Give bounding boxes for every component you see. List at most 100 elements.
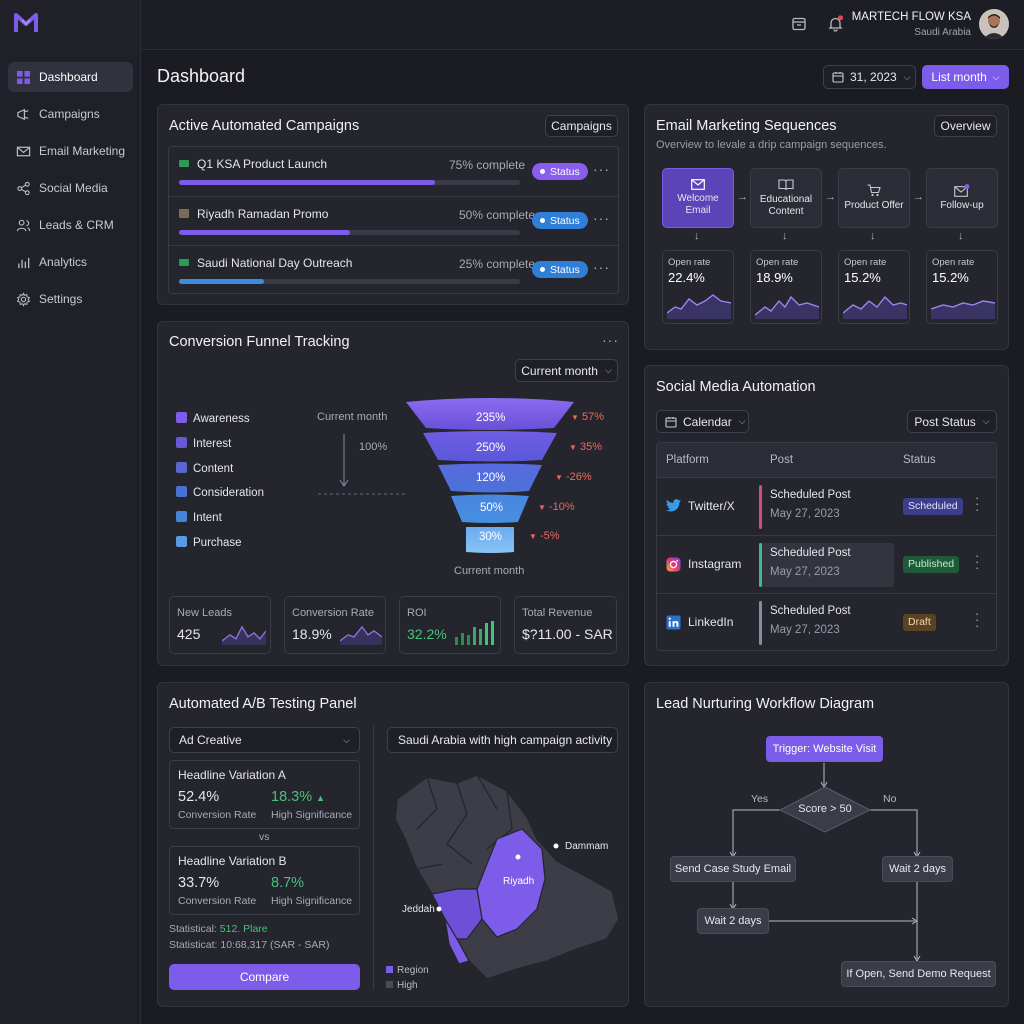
- progress-bar: [179, 279, 520, 284]
- sequence-step-welcome[interactable]: Welcome Email: [662, 168, 734, 228]
- table-row[interactable]: Instagram Scheduled Post May 27, 2023 Pu…: [657, 535, 996, 593]
- map-region-south[interactable]: [444, 918, 470, 965]
- funnel-change: ▼ -10%: [538, 501, 575, 513]
- card-title: Lead Nurturing Workflow Diagram: [656, 696, 875, 712]
- legend-item[interactable]: Content: [176, 457, 264, 482]
- funnel-period-select[interactable]: Current month ⌵: [515, 359, 618, 382]
- workflow-connectors: [729, 763, 921, 962]
- more-icon[interactable]: ···: [593, 210, 610, 226]
- table-header: Platform Post Status: [657, 443, 996, 477]
- period-select[interactable]: List month ⌵: [922, 65, 1009, 89]
- arrow-down-icon: ↓: [870, 230, 876, 242]
- more-icon[interactable]: ···: [602, 332, 619, 348]
- wait-node-right[interactable]: Wait 2 days: [882, 856, 953, 882]
- sidebar-item-dashboard[interactable]: Dashboard: [8, 62, 133, 92]
- campaign-row[interactable]: Saudi National Day Outreach 25% complete…: [169, 246, 618, 295]
- legend-item[interactable]: Intent: [176, 506, 264, 531]
- sidebar-item-analytics[interactable]: Analytics: [8, 247, 133, 277]
- rate-value: 22.4%: [668, 270, 705, 285]
- post-title: Scheduled Post: [770, 489, 851, 501]
- overview-button[interactable]: Overview: [934, 115, 997, 137]
- status-badge[interactable]: Draft: [903, 614, 936, 631]
- post-title: Scheduled Post: [770, 547, 851, 559]
- more-vertical-icon[interactable]: · · ·: [975, 606, 980, 633]
- progress-bar: [179, 230, 520, 235]
- legend-label: Intent: [193, 512, 222, 525]
- avatar[interactable]: [979, 9, 1009, 39]
- sidebar-item-leads-crm[interactable]: Leads & CRM: [8, 210, 133, 240]
- sequence-step-follow-up[interactable]: Follow-up: [926, 168, 998, 228]
- wait-node-left[interactable]: Wait 2 days: [697, 908, 769, 934]
- funnel-layer[interactable]: [466, 527, 514, 553]
- kpi-value: 18.9%: [292, 626, 332, 642]
- arrow-right-icon: →: [913, 191, 924, 203]
- sidebar-item-social-media[interactable]: Social Media: [8, 173, 133, 203]
- calendar-select[interactable]: Calendar ⌵: [656, 410, 749, 433]
- inbox-icon[interactable]: [791, 16, 807, 37]
- table-row[interactable]: Twitter/X Scheduled Post May 27, 2023 Sc…: [657, 477, 996, 535]
- variant-a-card[interactable]: Headline Variation A 52.4% Conversion Ra…: [169, 760, 360, 829]
- dropdown-label: Calendar: [683, 414, 732, 429]
- sidebar-item-settings[interactable]: Settings: [8, 284, 133, 314]
- saudi-map[interactable]: [387, 769, 627, 979]
- status-badge[interactable]: Status: [532, 212, 588, 229]
- sequence-step-educational[interactable]: Educational Content: [750, 168, 822, 228]
- more-icon[interactable]: ···: [593, 161, 610, 177]
- legend-item[interactable]: Interest: [176, 432, 264, 457]
- post-status-select[interactable]: Post Status ⌵: [907, 410, 997, 433]
- chevron-down-icon: ⌵: [982, 416, 990, 426]
- status-badge[interactable]: Status: [532, 163, 588, 180]
- demo-request-node[interactable]: If Open, Send Demo Request: [841, 961, 996, 987]
- funnel-layer[interactable]: [438, 463, 542, 493]
- more-vertical-icon[interactable]: · · ·: [975, 548, 980, 575]
- legend-item[interactable]: Purchase: [176, 531, 264, 556]
- status-badge[interactable]: Scheduled: [903, 498, 963, 515]
- campaigns-button[interactable]: Campaigns: [545, 115, 618, 137]
- funnel-layer[interactable]: [406, 398, 574, 430]
- mail-notify-icon: [954, 184, 970, 197]
- book-icon: [778, 178, 794, 190]
- divider: [169, 196, 618, 197]
- status-badge[interactable]: Published: [903, 556, 960, 573]
- ad-creative-select[interactable]: Ad Creative ⌵: [169, 727, 360, 753]
- instagram-icon: [666, 557, 681, 572]
- legend-item[interactable]: Awareness: [176, 407, 264, 432]
- variant-b-card[interactable]: Headline Variation B 33.7% Conversion Ra…: [169, 846, 360, 915]
- kpi-total-revenue[interactable]: Total Revenue $?11.00 - SAR: [514, 596, 617, 654]
- m-logo-icon[interactable]: [14, 12, 38, 39]
- sparkline: [667, 294, 731, 319]
- kpi-conversion-rate[interactable]: Conversion Rate 18.9%: [284, 596, 386, 654]
- trigger-node[interactable]: Trigger: Website Visit: [766, 736, 883, 762]
- funnel-left-label: Current month: [317, 411, 388, 423]
- stat-value: 512. Plare: [219, 923, 268, 935]
- campaign-row[interactable]: Riyadh Ramadan Promo 50% complete Status…: [169, 197, 618, 246]
- sidebar-item-email-marketing[interactable]: Email Marketing: [8, 136, 133, 166]
- column-header: Platform: [666, 454, 709, 466]
- bell-icon[interactable]: [827, 15, 844, 37]
- funnel-layer[interactable]: [423, 431, 557, 462]
- send-case-study-node[interactable]: Send Case Study Email: [670, 856, 796, 882]
- kpi-new-leads[interactable]: New Leads 425: [169, 596, 271, 654]
- bar-sparkline: [455, 621, 494, 645]
- more-vertical-icon[interactable]: · · ·: [975, 490, 980, 517]
- campaign-name: Saudi National Day Outreach: [197, 256, 353, 270]
- map-region-riyadh[interactable]: [476, 828, 546, 938]
- decision-node[interactable]: [778, 786, 872, 833]
- page-title: Dashboard: [157, 66, 246, 86]
- sequence-step-product-offer[interactable]: Product Offer: [838, 168, 910, 228]
- kpi-roi[interactable]: ROI 32.2%: [399, 596, 501, 654]
- date-picker[interactable]: 31, 2023 ⌵: [823, 65, 916, 89]
- more-icon[interactable]: ···: [593, 259, 610, 275]
- status-badge[interactable]: Status: [532, 261, 588, 278]
- map-filter[interactable]: Saudi Arabia with high campaign activity: [387, 727, 618, 753]
- funnel-layer[interactable]: [451, 494, 529, 524]
- campaign-row[interactable]: Q1 KSA Product Launch 75% complete Statu…: [169, 147, 618, 196]
- compare-button[interactable]: Compare: [169, 964, 360, 990]
- open-rate-card: Open rate 22.4%: [662, 250, 734, 324]
- legend-item[interactable]: Consideration: [176, 481, 264, 506]
- variant-rate-label: Conversion Rate: [178, 809, 257, 821]
- table-row[interactable]: LinkedIn Scheduled Post May 27, 2023 Dra…: [657, 593, 996, 650]
- user-name: MARTECH FLOW KSA: [851, 11, 971, 23]
- sidebar-item-campaigns[interactable]: Campaigns: [8, 99, 133, 129]
- city-marker: [436, 906, 442, 912]
